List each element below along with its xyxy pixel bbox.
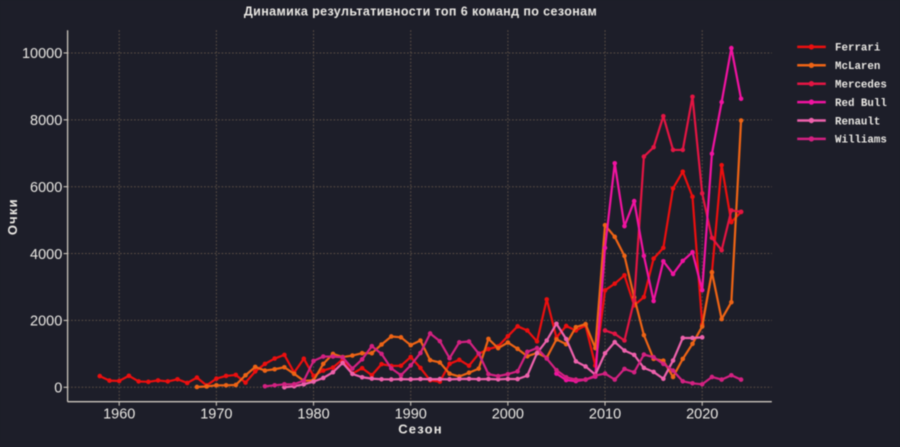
svg-text:2000: 2000: [30, 314, 62, 330]
svg-text:10000: 10000: [22, 46, 62, 62]
svg-text:Williams: Williams: [835, 135, 887, 147]
svg-text:0: 0: [54, 381, 62, 397]
svg-text:2010: 2010: [589, 406, 621, 422]
svg-text:Ferrari: Ferrari: [835, 43, 881, 55]
svg-text:McLaren: McLaren: [835, 61, 880, 73]
svg-text:6000: 6000: [30, 180, 62, 196]
svg-text:Динамика результативности топ: Динамика результативности топ 6 команд п…: [244, 5, 597, 19]
svg-text:Очки: Очки: [5, 198, 20, 235]
svg-text:1980: 1980: [297, 406, 329, 422]
svg-text:1970: 1970: [200, 406, 232, 422]
svg-text:8000: 8000: [30, 113, 62, 129]
svg-text:2000: 2000: [492, 406, 524, 422]
svg-text:Mercedes: Mercedes: [835, 80, 887, 92]
svg-text:4000: 4000: [30, 247, 62, 263]
svg-text:Renault: Renault: [835, 116, 880, 128]
svg-text:Сезон: Сезон: [398, 422, 443, 437]
svg-text:Red Bull: Red Bull: [835, 98, 887, 110]
svg-text:2020: 2020: [686, 406, 718, 422]
svg-text:1990: 1990: [395, 406, 427, 422]
svg-text:1960: 1960: [103, 406, 135, 422]
